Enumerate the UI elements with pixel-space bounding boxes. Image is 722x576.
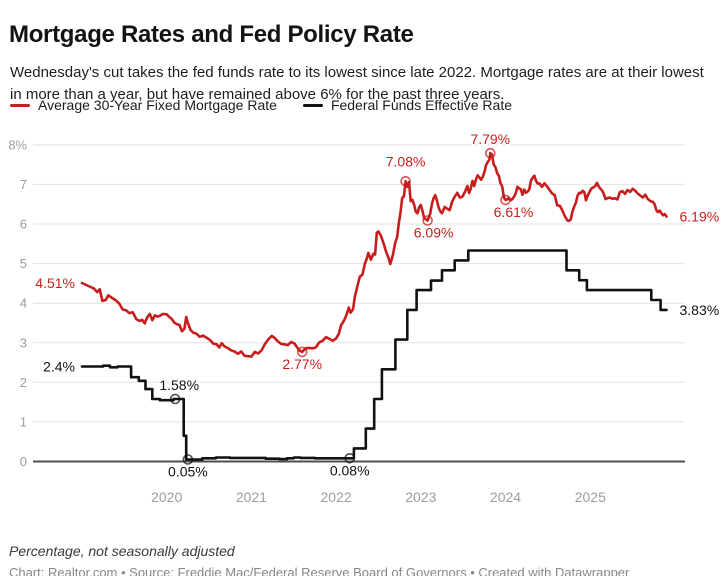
x-tick-label: 2025 (575, 489, 606, 505)
annotation-label: 6.19% (680, 209, 720, 225)
annotation-label: 1.58% (159, 377, 199, 393)
chart-credit-line: Chart: Realtor.com • Source: Freddie Mac… (9, 565, 630, 576)
annotation-label: 7.08% (386, 153, 426, 169)
x-tick-label: 2020 (151, 489, 182, 505)
x-tick-label: 2021 (236, 489, 267, 505)
annotation-label: 7.79% (470, 131, 510, 147)
mortgage-rate-line (80, 151, 668, 358)
chart-note: Percentage, not seasonally adjusted (9, 543, 235, 559)
annotation-marker (422, 215, 433, 226)
annotation-label: 2.77% (282, 356, 322, 372)
y-tick-label: 0 (20, 454, 27, 469)
annotation-marker (400, 176, 411, 187)
page-title: Mortgage Rates and Fed Policy Rate (9, 21, 414, 49)
annotation-marker (500, 194, 511, 206)
x-tick-label: 2023 (405, 489, 436, 505)
legend-item-mortgage-rate: Average 30-Year Fixed Mortgage Rate (10, 97, 277, 113)
fed-funds-line-swatch-icon (302, 103, 323, 107)
legend-item-fed-funds-rate: Federal Funds Effective Rate (302, 97, 512, 113)
annotation-label: 6.61% (494, 204, 534, 220)
annotation-label: 0.05% (168, 464, 208, 480)
y-tick-label: 3 (20, 335, 27, 350)
annotation-marker (296, 346, 308, 358)
y-tick-label: 1 (20, 414, 27, 429)
x-tick-label: 2022 (321, 489, 352, 505)
legend-label: Federal Funds Effective Rate (330, 97, 512, 113)
annotation-marker (484, 147, 496, 159)
annotation-label: 4.51% (35, 275, 75, 291)
y-tick-label: 8% (8, 137, 27, 152)
y-tick-label: 7 (20, 177, 27, 192)
fed-funds-line (80, 249, 668, 461)
legend: Average 30-Year Fixed Mortgage Rate Fede… (10, 97, 512, 113)
annotation-label: 2.4% (43, 359, 75, 375)
annotation-marker (182, 454, 194, 465)
y-tick-label: 5 (20, 256, 27, 271)
legend-label: Average 30-Year Fixed Mortgage Rate (38, 97, 277, 113)
y-tick-label: 2 (20, 375, 27, 390)
x-tick-label: 2024 (490, 489, 521, 505)
chart-subtitle: Wednesday's cut takes the fed funds rate… (10, 64, 704, 104)
y-tick-label: 4 (20, 296, 27, 311)
annotation-label: 3.83% (680, 302, 720, 318)
annotation-label: 0.08% (330, 462, 370, 478)
annotation-marker (169, 393, 181, 405)
annotation-marker (344, 452, 356, 464)
mortgage-line-swatch-icon (10, 103, 30, 107)
y-tick-label: 6 (20, 217, 27, 232)
annotation-label: 6.09% (414, 225, 454, 241)
